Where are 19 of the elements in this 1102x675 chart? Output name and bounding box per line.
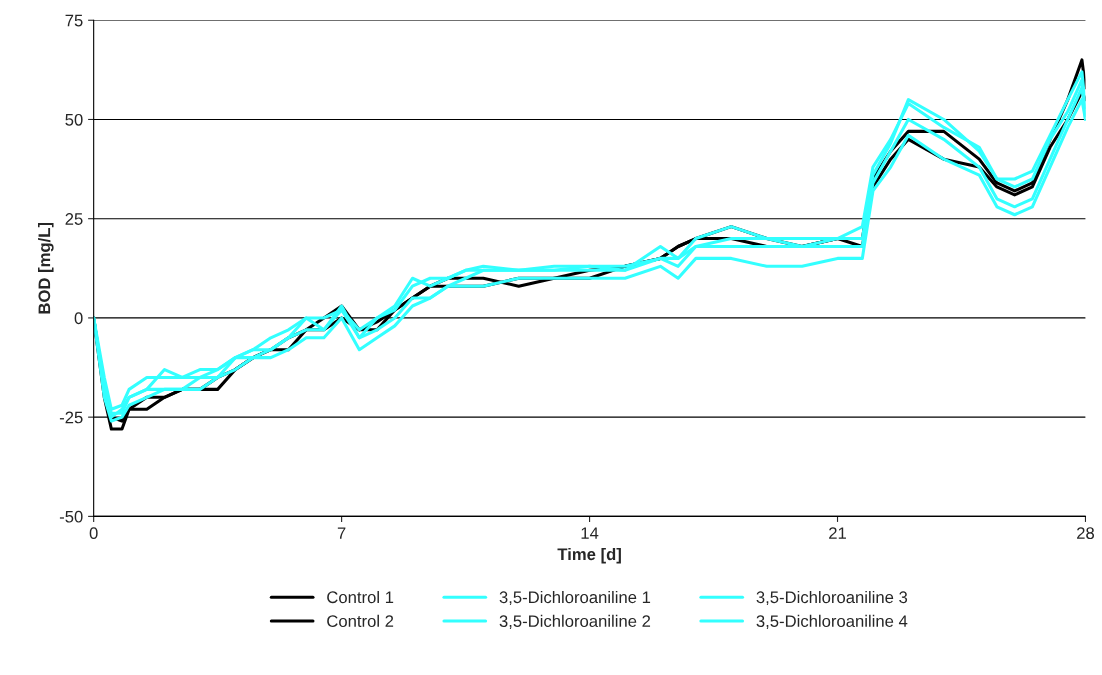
legend-label: Control 2 xyxy=(327,614,394,628)
x-tick-label: 14 xyxy=(581,527,599,539)
legend-label: 3,5-Dichloroaniline 3 xyxy=(756,590,908,606)
x-tick-label: 7 xyxy=(337,527,346,539)
y-axis-title: BOD [mg/L] xyxy=(38,222,54,314)
legend-label: 3,5-Dichloroaniline 2 xyxy=(499,614,651,629)
x-tick-label: 0 xyxy=(89,527,98,540)
x-axis-title: Time [d] xyxy=(557,547,621,564)
x-tick-label: 28 xyxy=(1077,527,1095,540)
legend-label: 3,5-Dichloroaniline 1 xyxy=(499,590,651,606)
y-tick-label: -25 xyxy=(59,411,83,424)
y-tick-label: -50 xyxy=(59,510,83,523)
y-tick-label: 0 xyxy=(74,312,83,325)
y-tick-label: 25 xyxy=(65,213,83,225)
y-tick-label: 75 xyxy=(65,14,83,27)
y-tick-label: 50 xyxy=(65,113,83,126)
legend-label: 3,5-Dichloroaniline 4 xyxy=(756,614,908,629)
legend-label: Control 1 xyxy=(327,590,394,604)
x-tick-label: 21 xyxy=(829,527,846,539)
